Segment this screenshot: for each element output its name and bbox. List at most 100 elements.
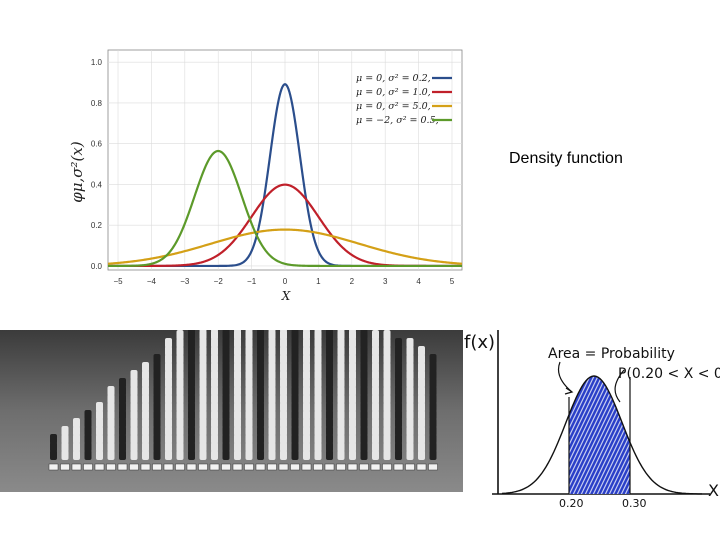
- band-member: [211, 338, 218, 348]
- band-member: [349, 370, 356, 380]
- band-member: [84, 410, 92, 420]
- band-member: [326, 386, 333, 396]
- hatch-stroke: [682, 372, 720, 497]
- legend-entry-label-2: μ = 0, σ² = 5.0,: [356, 101, 431, 112]
- band-member: [222, 410, 230, 420]
- band-member: [119, 386, 126, 396]
- band-member: [418, 426, 425, 436]
- hatch-stroke: [646, 372, 706, 497]
- x-tick-label: −3: [180, 277, 190, 286]
- band-member: [406, 434, 414, 444]
- group-sign: [267, 463, 277, 471]
- band-member: [383, 418, 391, 428]
- band-member: [222, 330, 230, 340]
- normal-distribution-chart: −5 −4 −3 −2 −1 0 1 2 3 4 5 0.0 0.2 0.4 0.6 0.8 1.0 μ = 0…: [70, 49, 463, 303]
- band-member: [234, 410, 241, 420]
- band-member: [234, 418, 241, 428]
- group-sign: [140, 463, 151, 471]
- band-member: [119, 450, 126, 460]
- band-member: [165, 338, 172, 348]
- band-member: [395, 338, 402, 348]
- band-member: [280, 394, 287, 404]
- band-member: [84, 418, 92, 428]
- band-member: [257, 418, 264, 428]
- band-member: [188, 362, 195, 372]
- group-sign: [71, 463, 82, 471]
- band-member: [119, 410, 126, 420]
- band-member: [234, 378, 241, 388]
- band-member: [188, 346, 195, 356]
- band-member: [337, 346, 345, 356]
- band-member: [142, 378, 149, 388]
- band-member: [349, 410, 356, 420]
- band-member: [406, 378, 414, 388]
- band-member: [314, 410, 322, 420]
- band-member: [234, 338, 241, 348]
- y-tick-label: 0.6: [91, 140, 103, 149]
- band-member: [291, 394, 299, 404]
- band-member: [303, 370, 310, 380]
- band-member: [360, 330, 368, 340]
- band-member: [291, 434, 299, 444]
- band-member: [291, 346, 299, 356]
- band-member: [291, 418, 299, 428]
- band-member: [383, 450, 391, 460]
- band-member: [395, 362, 402, 372]
- band-member: [245, 346, 253, 356]
- band-member: [50, 450, 57, 460]
- band-member: [268, 394, 276, 404]
- band-member: [280, 354, 287, 364]
- band-member: [326, 362, 333, 372]
- group-sign: [370, 463, 381, 471]
- sketch-right-tick: 0.30: [622, 497, 647, 510]
- band-member: [211, 402, 218, 412]
- band-member: [222, 426, 230, 436]
- band-member: [142, 418, 149, 428]
- band-member: [130, 386, 138, 396]
- band-member: [429, 402, 437, 412]
- hatch-stroke: [616, 376, 630, 494]
- band-member: [280, 442, 287, 452]
- band-member: [211, 330, 218, 332]
- band-member: [165, 434, 172, 444]
- band-member: [372, 394, 379, 404]
- band-member: [245, 330, 253, 332]
- group-sign: [152, 463, 162, 471]
- probability-area-sketch: f(x) Area = Probability P(0.20 < X < 0.3…: [464, 330, 720, 510]
- band-member: [349, 426, 356, 436]
- group-sign: [186, 463, 197, 471]
- hatch-stroke: [678, 372, 720, 497]
- band-member: [280, 330, 287, 332]
- band-member: [372, 434, 379, 444]
- band-member: [188, 410, 195, 420]
- band-member: [383, 346, 391, 356]
- band-member: [188, 338, 195, 348]
- group-sign: [428, 463, 438, 471]
- band-member: [314, 346, 322, 356]
- hatch-stroke: [628, 376, 630, 494]
- band-member: [291, 370, 299, 380]
- band-member: [176, 410, 184, 420]
- x-tick-label: 3: [383, 277, 388, 286]
- band-member: [96, 450, 103, 460]
- band-member: [418, 450, 425, 460]
- band-member: [418, 434, 425, 444]
- band-member: [326, 330, 333, 332]
- hatch-stroke: [604, 376, 630, 494]
- band-member: [280, 410, 287, 420]
- hatch-stroke: [674, 372, 720, 497]
- y-tick-label: 0.8: [91, 99, 103, 108]
- band-member: [142, 434, 149, 444]
- band-member: [176, 402, 184, 412]
- band-member: [337, 370, 345, 380]
- group-sign: [313, 463, 323, 471]
- band-member: [349, 418, 356, 428]
- band-member: [245, 354, 253, 364]
- band-member: [429, 370, 437, 380]
- band-member: [406, 338, 414, 348]
- band-member: [360, 378, 368, 388]
- band-member: [188, 330, 195, 332]
- band-member: [337, 402, 345, 412]
- band-member: [73, 426, 80, 436]
- band-member: [50, 442, 57, 452]
